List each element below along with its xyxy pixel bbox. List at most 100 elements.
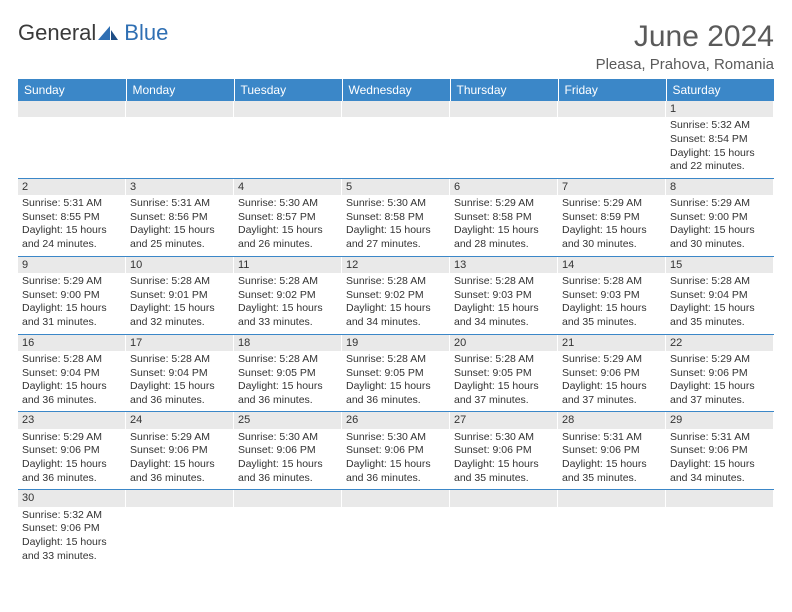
day-number: 23 (18, 412, 126, 428)
day-number: 12 (342, 257, 450, 273)
detail-line: and 27 minutes. (346, 238, 446, 252)
detail-line: Daylight: 15 hours (22, 302, 122, 316)
calendar-day: 19Sunrise: 5:28 AMSunset: 9:05 PMDayligh… (342, 334, 450, 412)
day-details: Sunrise: 5:31 AMSunset: 8:56 PMDaylight:… (126, 195, 234, 256)
day-details: Sunrise: 5:29 AMSunset: 9:06 PMDaylight:… (666, 351, 774, 412)
detail-line: Sunset: 9:05 PM (238, 367, 338, 381)
detail-line: Daylight: 15 hours (346, 458, 446, 472)
day-details: Sunrise: 5:28 AMSunset: 9:02 PMDaylight:… (234, 273, 342, 334)
calendar-day: 5Sunrise: 5:30 AMSunset: 8:58 PMDaylight… (342, 178, 450, 256)
day-details: Sunrise: 5:32 AMSunset: 9:06 PMDaylight:… (18, 507, 126, 568)
day-number: 15 (666, 257, 774, 273)
calendar-day: 25Sunrise: 5:30 AMSunset: 9:06 PMDayligh… (234, 412, 342, 490)
day-details: Sunrise: 5:28 AMSunset: 9:04 PMDaylight:… (18, 351, 126, 412)
day-details: Sunrise: 5:31 AMSunset: 8:55 PMDaylight:… (18, 195, 126, 256)
calendar-day: 22Sunrise: 5:29 AMSunset: 9:06 PMDayligh… (666, 334, 774, 412)
logo: GeneralBlue (18, 20, 168, 46)
calendar-table: SundayMondayTuesdayWednesdayThursdayFrid… (18, 79, 774, 567)
detail-line: Daylight: 15 hours (130, 224, 230, 238)
detail-line: Sunrise: 5:28 AM (238, 353, 338, 367)
weekday-header: Sunday (18, 79, 126, 101)
calendar-day: 16Sunrise: 5:28 AMSunset: 9:04 PMDayligh… (18, 334, 126, 412)
weekday-header: Monday (126, 79, 234, 101)
day-number: 5 (342, 179, 450, 195)
day-details: Sunrise: 5:28 AMSunset: 9:05 PMDaylight:… (342, 351, 450, 412)
detail-line: Daylight: 15 hours (22, 458, 122, 472)
calendar-empty (558, 101, 666, 178)
detail-line: Sunset: 9:06 PM (346, 444, 446, 458)
detail-line: Sunrise: 5:32 AM (670, 119, 770, 133)
detail-line: and 36 minutes. (346, 472, 446, 486)
day-number: 18 (234, 335, 342, 351)
calendar-day: 18Sunrise: 5:28 AMSunset: 9:05 PMDayligh… (234, 334, 342, 412)
day-number: 14 (558, 257, 666, 273)
day-number: 17 (126, 335, 234, 351)
detail-line: and 35 minutes. (670, 316, 770, 330)
calendar-empty (126, 490, 234, 567)
day-number: 20 (450, 335, 558, 351)
day-details: Sunrise: 5:29 AMSunset: 9:06 PMDaylight:… (18, 429, 126, 490)
calendar-week: 23Sunrise: 5:29 AMSunset: 9:06 PMDayligh… (18, 412, 774, 490)
detail-line: and 36 minutes. (130, 394, 230, 408)
calendar-day: 24Sunrise: 5:29 AMSunset: 9:06 PMDayligh… (126, 412, 234, 490)
detail-line: Daylight: 15 hours (238, 380, 338, 394)
detail-line: Daylight: 15 hours (22, 536, 122, 550)
detail-line: Daylight: 15 hours (562, 302, 662, 316)
detail-line: Sunrise: 5:28 AM (346, 353, 446, 367)
calendar-day: 23Sunrise: 5:29 AMSunset: 9:06 PMDayligh… (18, 412, 126, 490)
day-details: Sunrise: 5:28 AMSunset: 9:05 PMDaylight:… (234, 351, 342, 412)
detail-line: Daylight: 15 hours (346, 224, 446, 238)
calendar-day: 28Sunrise: 5:31 AMSunset: 9:06 PMDayligh… (558, 412, 666, 490)
detail-line: and 36 minutes. (22, 394, 122, 408)
day-details: Sunrise: 5:30 AMSunset: 8:57 PMDaylight:… (234, 195, 342, 256)
detail-line: and 35 minutes. (454, 472, 554, 486)
detail-line: Sunset: 9:01 PM (130, 289, 230, 303)
detail-line: Sunrise: 5:32 AM (22, 509, 122, 523)
day-number: 4 (234, 179, 342, 195)
detail-line: Sunrise: 5:30 AM (346, 431, 446, 445)
day-number (558, 101, 666, 117)
day-details: Sunrise: 5:32 AMSunset: 8:54 PMDaylight:… (666, 117, 774, 178)
calendar-day: 10Sunrise: 5:28 AMSunset: 9:01 PMDayligh… (126, 256, 234, 334)
detail-line: Daylight: 15 hours (454, 380, 554, 394)
detail-line: Daylight: 15 hours (670, 224, 770, 238)
day-details: Sunrise: 5:29 AMSunset: 8:59 PMDaylight:… (558, 195, 666, 256)
detail-line: Sunrise: 5:28 AM (346, 275, 446, 289)
calendar-day: 9Sunrise: 5:29 AMSunset: 9:00 PMDaylight… (18, 256, 126, 334)
detail-line: Sunset: 8:58 PM (454, 211, 554, 225)
calendar-day: 3Sunrise: 5:31 AMSunset: 8:56 PMDaylight… (126, 178, 234, 256)
detail-line: Sunset: 9:06 PM (22, 444, 122, 458)
detail-line: and 36 minutes. (238, 472, 338, 486)
detail-line: Daylight: 15 hours (22, 224, 122, 238)
calendar-day: 17Sunrise: 5:28 AMSunset: 9:04 PMDayligh… (126, 334, 234, 412)
detail-line: and 32 minutes. (130, 316, 230, 330)
day-number: 27 (450, 412, 558, 428)
day-details: Sunrise: 5:29 AMSunset: 9:06 PMDaylight:… (126, 429, 234, 490)
detail-line: and 37 minutes. (562, 394, 662, 408)
day-details: Sunrise: 5:31 AMSunset: 9:06 PMDaylight:… (666, 429, 774, 490)
header: GeneralBlue June 2024 Pleasa, Prahova, R… (18, 20, 774, 73)
detail-line: Sunrise: 5:29 AM (22, 431, 122, 445)
calendar-body: 1Sunrise: 5:32 AMSunset: 8:54 PMDaylight… (18, 101, 774, 567)
day-details: Sunrise: 5:31 AMSunset: 9:06 PMDaylight:… (558, 429, 666, 490)
detail-line: and 34 minutes. (670, 472, 770, 486)
detail-line: Daylight: 15 hours (22, 380, 122, 394)
detail-line: Sunrise: 5:29 AM (454, 197, 554, 211)
detail-line: Sunrise: 5:29 AM (130, 431, 230, 445)
calendar-day: 2Sunrise: 5:31 AMSunset: 8:55 PMDaylight… (18, 178, 126, 256)
day-number: 8 (666, 179, 774, 195)
day-number (18, 101, 126, 117)
calendar-day: 4Sunrise: 5:30 AMSunset: 8:57 PMDaylight… (234, 178, 342, 256)
day-number: 24 (126, 412, 234, 428)
detail-line: Daylight: 15 hours (562, 224, 662, 238)
day-number (558, 490, 666, 506)
day-number (450, 101, 558, 117)
logo-text-2: Blue (124, 20, 168, 46)
detail-line: Daylight: 15 hours (562, 458, 662, 472)
day-number (234, 490, 342, 506)
weekday-header: Wednesday (342, 79, 450, 101)
detail-line: Daylight: 15 hours (346, 302, 446, 316)
detail-line: Sunset: 9:05 PM (346, 367, 446, 381)
day-details: Sunrise: 5:28 AMSunset: 9:03 PMDaylight:… (558, 273, 666, 334)
day-number: 26 (342, 412, 450, 428)
